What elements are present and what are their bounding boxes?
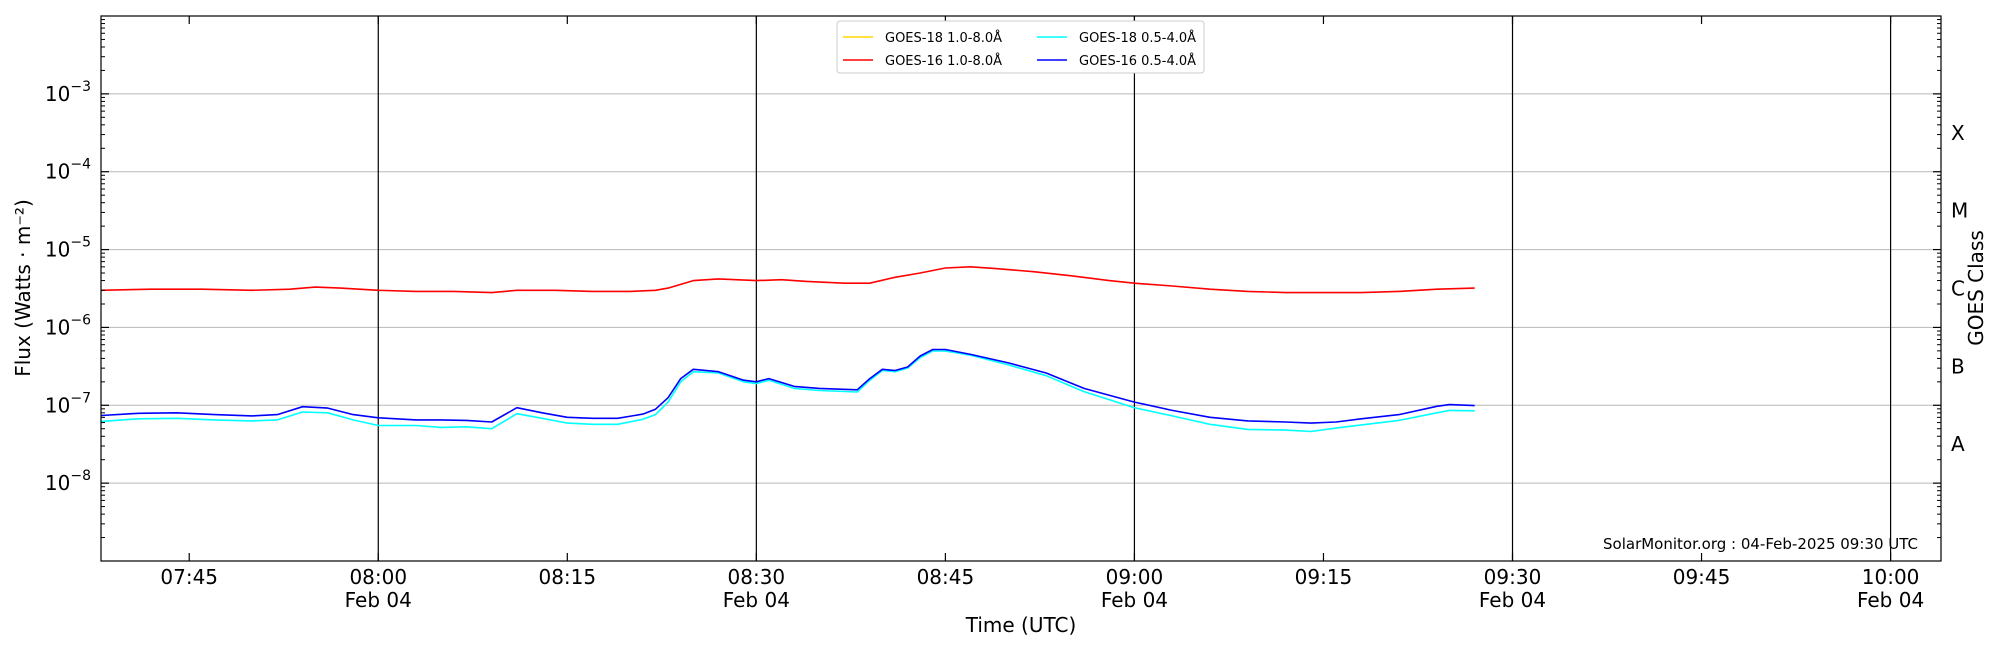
- x-tick-label: 10:00: [1862, 565, 1920, 589]
- x-tick-date-label: Feb 04: [1857, 588, 1924, 612]
- x-tick-date-label: Feb 04: [723, 588, 790, 612]
- gridlines: [101, 93, 1941, 484]
- goes-class-label: X: [1951, 121, 1965, 145]
- x-tick-label: 09:30: [1484, 565, 1542, 589]
- goes-class-label: A: [1951, 432, 1965, 456]
- y2-axis-title: GOES Class: [1964, 230, 1988, 346]
- y-tick-label: 10−3: [45, 79, 91, 106]
- goes-class-label: B: [1951, 354, 1965, 378]
- x-tick-label: 08:00: [349, 565, 407, 589]
- x-tick-label: 09:00: [1106, 565, 1164, 589]
- y-axis-title: Flux (Watts · m⁻²): [11, 199, 35, 377]
- series-lines: [100, 265, 1475, 433]
- x-tick-label: 08:30: [728, 565, 786, 589]
- series-line: [100, 265, 1475, 294]
- legend-label: GOES-16 1.0-8.0Å: [885, 53, 1002, 69]
- x-tick-date-label: Feb 04: [345, 588, 412, 612]
- legend-label: GOES-18 1.0-8.0Å: [885, 30, 1002, 46]
- y-tick-label: 10−8: [45, 468, 91, 495]
- y-tick-label: 10−4: [45, 157, 91, 184]
- goes-class-label: C: [1951, 277, 1965, 301]
- legend-box: [836, 20, 1205, 74]
- x-tick-label: 09:45: [1673, 565, 1731, 589]
- goes-class-labels: A B C M X: [1951, 121, 1968, 456]
- y-tick-label: 10−6: [45, 312, 91, 339]
- x-tick-label: 08:15: [538, 565, 596, 589]
- y-tick-label: 10−7: [45, 390, 91, 417]
- series-line: [100, 350, 1475, 433]
- goes-class-label: M: [1951, 199, 1968, 223]
- x-tick-date-label: Feb 04: [1101, 588, 1168, 612]
- y-tick-label: 10−5: [45, 235, 91, 262]
- series-line: [100, 348, 1475, 424]
- x-axis-title: Time (UTC): [965, 613, 1077, 637]
- x-tick-label: 09:15: [1295, 565, 1353, 589]
- legend: GOES-18 1.0-8.0Å GOES-16 1.0-8.0Å GOES-18 …: [836, 20, 1205, 74]
- x-tick-label: 07:45: [160, 565, 218, 589]
- x-tick-label: 08:45: [917, 565, 975, 589]
- x-tick-date-label: Feb 04: [1479, 588, 1546, 612]
- legend-label: GOES-16 0.5-4.0Å: [1079, 53, 1196, 69]
- legend-label: GOES-18 0.5-4.0Å: [1079, 30, 1196, 46]
- watermark: SolarMonitor.org : 04-Feb-2025 09:30 UTC: [1603, 535, 1918, 553]
- plot-frame: [100, 15, 1942, 562]
- y-tick-labels: 10−8 10−7 10−6 10−5 10−4 10−3: [45, 79, 91, 495]
- axis-ticks: [101, 16, 1941, 561]
- day-time-lines: [377, 16, 1892, 561]
